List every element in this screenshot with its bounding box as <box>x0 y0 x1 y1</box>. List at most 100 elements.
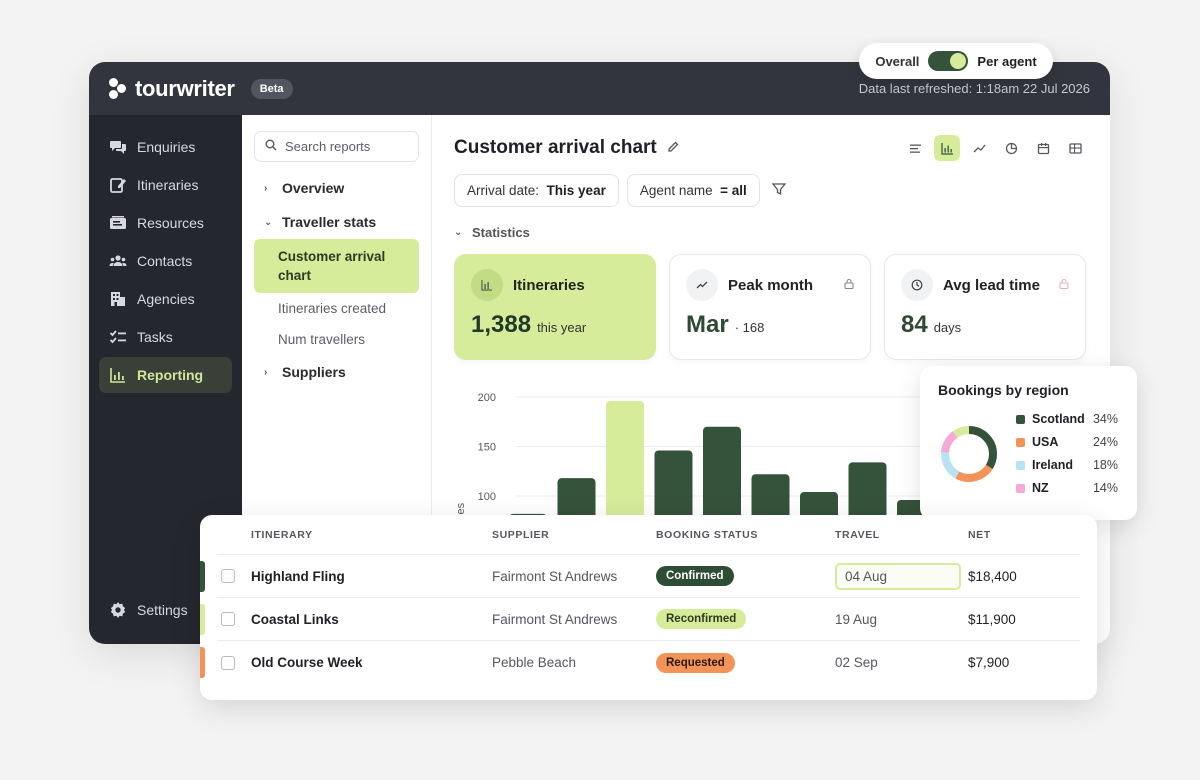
edit-icon <box>109 176 127 194</box>
sidebar-item-label: Reporting <box>137 367 204 383</box>
clock-icon <box>901 269 933 301</box>
sidebar-item-itineraries[interactable]: Itineraries <box>99 167 232 203</box>
chevron-down-icon: ⌄ <box>264 216 273 228</box>
bar-chart-view-icon[interactable] <box>934 135 960 161</box>
donut-slice-ireland <box>941 425 997 482</box>
table-view-icon[interactable] <box>1062 135 1088 161</box>
stat-card-unit: days <box>933 320 962 335</box>
legend-name: Ireland <box>1032 458 1073 472</box>
row-checkbox[interactable] <box>221 612 235 626</box>
legend-pct: 18% <box>1092 458 1118 472</box>
sidebar-item-label: Settings <box>137 602 188 618</box>
sidebar-item-contacts[interactable]: Contacts <box>99 243 232 279</box>
brand[interactable]: tourwriter Beta <box>109 76 293 102</box>
calendar-view-icon[interactable] <box>1030 135 1056 161</box>
col-header-supplier[interactable]: SUPPLIER <box>492 528 550 541</box>
travel-date-input[interactable] <box>835 562 961 590</box>
table-row[interactable]: Coastal Links Fairmont St Andrews Reconf… <box>200 598 1080 641</box>
y-tick-label: 100 <box>478 491 496 503</box>
list-view-icon[interactable] <box>902 135 928 161</box>
page-title: Customer arrival chart <box>454 137 657 158</box>
row-checkbox[interactable] <box>221 569 235 583</box>
toggle-label-overall[interactable]: Overall <box>875 53 920 69</box>
cell-net: $11,900 <box>968 611 1016 627</box>
search-box[interactable] <box>254 131 419 162</box>
col-header-net[interactable]: NET <box>968 528 991 541</box>
toggle-switch[interactable] <box>928 51 969 71</box>
stat-card-label: Avg lead time <box>943 276 1040 294</box>
sidebar-item-label: Agencies <box>137 291 195 307</box>
sidebar-item-label: Enquiries <box>137 139 196 155</box>
sidebar-item-label: Tasks <box>137 329 173 345</box>
table-row[interactable]: Highland Fling Fairmont St Andrews Confi… <box>200 555 1080 598</box>
data-refreshed-text: Data last refreshed: 1:18am 22 Jul 2026 <box>858 81 1090 96</box>
search-input[interactable] <box>285 139 405 154</box>
overall-per-agent-toggle[interactable]: Overall Per agent <box>859 43 1053 79</box>
cell-travel: 19 Aug <box>835 611 878 627</box>
sidebar-item-agencies[interactable]: Agencies <box>99 281 232 317</box>
report-group-suppliers[interactable]: › Suppliers <box>254 355 419 389</box>
region-donut-chart <box>941 425 997 482</box>
sidebar-item-label: Resources <box>137 215 204 231</box>
status-badge[interactable]: Confirmed <box>656 566 734 586</box>
report-item-customer-arrival-chart[interactable]: Customer arrival chart <box>254 239 419 293</box>
col-header-itinerary[interactable]: ITINERARY <box>251 528 313 541</box>
cell-supplier: Fairmont St Andrews <box>492 568 618 584</box>
col-header-travel[interactable]: TRAVEL <box>835 528 880 541</box>
building-icon <box>109 290 127 308</box>
gear-icon <box>109 601 127 619</box>
legend-name: USA <box>1032 435 1059 449</box>
lock-icon <box>844 278 854 292</box>
stat-card-label: Itineraries <box>513 276 585 294</box>
toggle-label-per-agent[interactable]: Per agent <box>977 53 1037 69</box>
legend-pct: 14% <box>1092 481 1118 495</box>
legend-pct: 24% <box>1092 435 1118 449</box>
stat-card-avg-lead-time[interactable]: Avg lead time 84 days <box>884 254 1086 360</box>
filter-arrival-date[interactable]: Arrival date: This year <box>454 174 619 207</box>
resources-icon <box>109 214 127 232</box>
unlock-icon <box>1059 278 1069 292</box>
status-badge[interactable]: Requested <box>656 652 735 673</box>
sidebar-item-resources[interactable]: Resources <box>99 205 232 241</box>
legend-item-scotland: Scotland 34% <box>1016 412 1118 426</box>
tourwriter-logo-icon <box>109 77 127 100</box>
filter-agent-name[interactable]: Agent name = all <box>626 174 760 207</box>
statistics-label: Statistics <box>472 225 530 240</box>
legend-name: NZ <box>1032 481 1049 495</box>
legend-name: Scotland <box>1032 412 1085 426</box>
report-item-itineraries-created[interactable]: Itineraries created <box>278 301 387 316</box>
tasks-icon <box>109 328 127 346</box>
y-tick-label: 150 <box>478 442 496 454</box>
report-list: › Overview ⌄ Traveller stats Customer ar… <box>242 115 432 644</box>
region-title: Bookings by region <box>938 382 1069 398</box>
bookings-table: ITINERARY SUPPLIER BOOKING STATUS TRAVEL… <box>200 515 1097 700</box>
trend-icon <box>686 269 718 301</box>
report-group-traveller-stats[interactable]: ⌄ Traveller stats <box>254 205 419 239</box>
sidebar-item-enquiries[interactable]: Enquiries <box>99 129 232 165</box>
report-group-label: Traveller stats <box>282 214 377 230</box>
cell-travel: 02 Sep <box>835 655 878 670</box>
stat-card-label: Peak month <box>728 276 814 294</box>
sidebar-item-settings[interactable]: Settings <box>99 592 232 628</box>
col-header-booking-status[interactable]: BOOKING STATUS <box>656 528 758 541</box>
sidebar-item-reporting[interactable]: Reporting <box>99 357 232 393</box>
row-checkbox[interactable] <box>221 655 235 670</box>
pie-chart-view-icon[interactable] <box>998 135 1024 161</box>
sidebar-item-tasks[interactable]: Tasks <box>99 319 232 355</box>
table-row[interactable]: Old Course Week Pebble Beach Requested 0… <box>200 641 1080 684</box>
cell-itinerary: Coastal Links <box>251 611 339 627</box>
filter-funnel-icon[interactable] <box>771 182 787 199</box>
sidebar-item-label: Itineraries <box>137 177 199 193</box>
report-group-overview[interactable]: › Overview <box>254 171 419 205</box>
stat-card-peak-month[interactable]: Peak month Mar · 168 <box>669 254 871 360</box>
stat-card-itineraries[interactable]: Itineraries 1,388 this year <box>454 254 656 360</box>
main-content: Customer arrival chart <box>432 115 1110 644</box>
report-item-num-travellers[interactable]: Num travellers <box>278 332 366 347</box>
cell-net: $18,400 <box>968 568 1017 584</box>
statistics-toggle[interactable]: ⌄ Statistics <box>454 225 1088 240</box>
line-chart-view-icon[interactable] <box>966 135 992 161</box>
status-badge[interactable]: Reconfirmed <box>656 609 747 629</box>
cell-supplier: Pebble Beach <box>492 655 577 670</box>
pencil-icon[interactable] <box>667 140 680 156</box>
legend-item-nz: NZ 14% <box>1016 481 1118 495</box>
